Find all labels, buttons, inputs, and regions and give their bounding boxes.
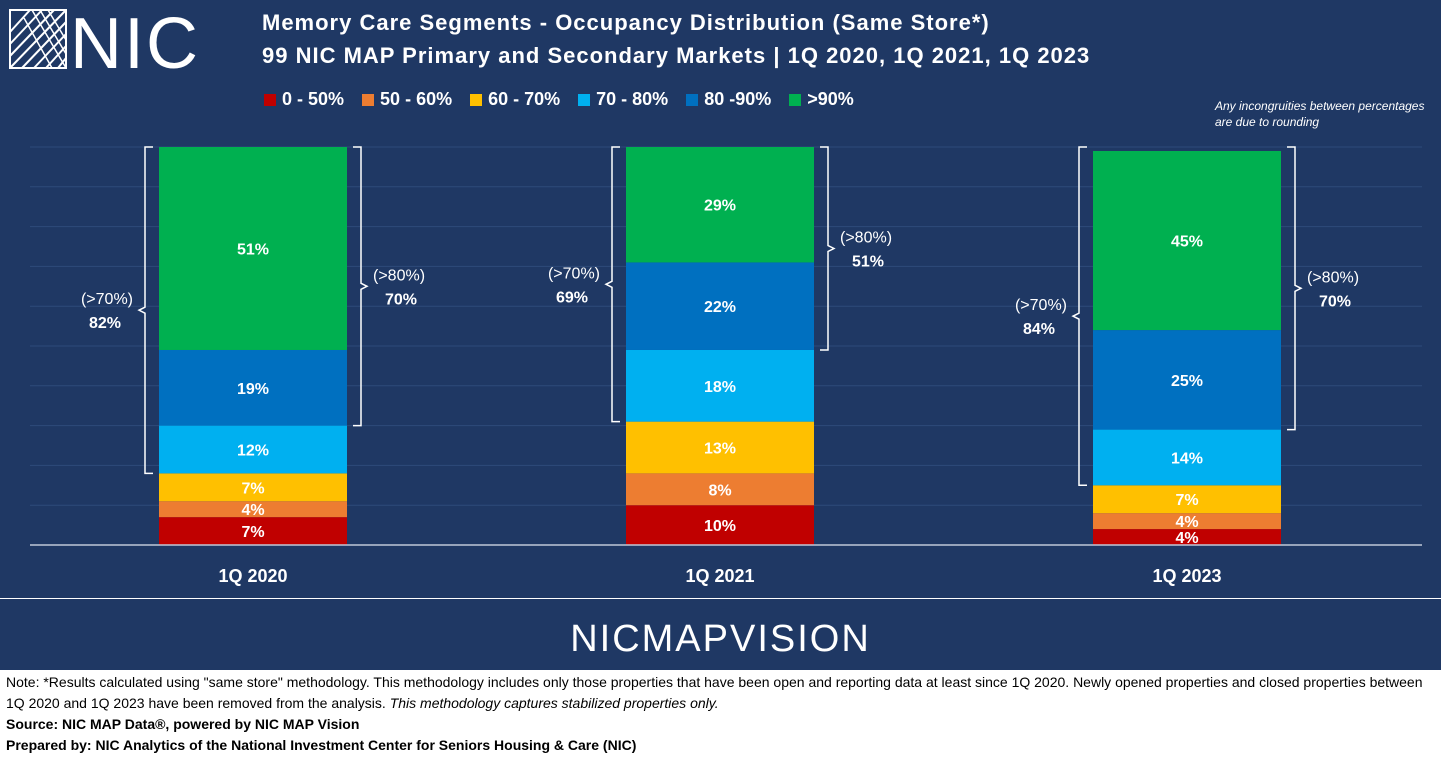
data-label: 19%: [237, 381, 269, 398]
legend-item: 50 - 60%: [362, 89, 452, 110]
legend-swatch: [264, 93, 276, 106]
data-label: 18%: [704, 379, 736, 396]
x-tick-label: 1Q 2020: [218, 566, 287, 586]
x-tick-label: 1Q 2023: [1152, 566, 1221, 586]
data-label: 25%: [1171, 373, 1203, 390]
legend-label: 80 -90%: [704, 89, 772, 109]
legend-item: 70 - 80%: [578, 89, 668, 110]
bracket-label: (>70%): [1015, 297, 1067, 314]
nic-map-vision-logo: NICMAPVISION: [570, 618, 871, 660]
chart-subtitle: 99 NIC MAP Primary and Secondary Markets…: [262, 43, 1091, 68]
bracket-value: 84%: [1023, 321, 1055, 338]
bar-segment: [1093, 513, 1281, 530]
bar-segment: [626, 262, 814, 350]
data-label: 4%: [241, 502, 264, 519]
data-label: 4%: [1175, 514, 1198, 531]
legend-item: 0 - 50%: [264, 89, 344, 110]
bar-segment: [159, 473, 347, 502]
note-italic-text: This methodology captures stabilized pro…: [389, 695, 719, 711]
legend-label: 70 - 80%: [596, 89, 669, 109]
range-bracket: [353, 146, 369, 427]
legend-swatch: [470, 93, 483, 106]
legend-swatch: [578, 93, 591, 106]
bar-segment: [626, 421, 814, 474]
chart-panel: NIC Memory Care Segments - Occupancy Dis…: [0, 0, 1441, 670]
data-label: 4%: [1175, 530, 1198, 547]
data-label: 51%: [237, 241, 269, 258]
bracket-label: (>80%): [840, 229, 892, 246]
nic-logo-text: NIC: [70, 8, 200, 72]
bracket-label: (>70%): [548, 265, 600, 282]
data-label: 13%: [704, 440, 736, 457]
bracket-value: 70%: [385, 291, 417, 308]
data-label: 45%: [1171, 234, 1203, 251]
data-label: 10%: [704, 518, 736, 535]
legend-swatch: [686, 93, 699, 106]
bar-segment: [626, 473, 814, 506]
methodology-note: Note: *Results calculated using "same st…: [6, 672, 1426, 714]
data-label: 22%: [704, 299, 736, 316]
bar-segment: [159, 147, 347, 350]
bar-segment: [1093, 529, 1281, 545]
bar-segment: [1093, 150, 1281, 331]
legend-item: >90%: [789, 89, 854, 110]
data-label: 7%: [241, 524, 264, 541]
legend-label: 50 - 60%: [380, 89, 453, 109]
legend-label: 0 - 50%: [282, 89, 345, 109]
bar-segment: [1093, 485, 1281, 514]
x-tick-label: 1Q 2021: [685, 566, 754, 586]
range-bracket: [1287, 146, 1303, 431]
range-bracket: [1071, 146, 1087, 487]
bar-segment: [626, 505, 814, 545]
bar-segment: [159, 517, 347, 545]
nic-logo: NIC: [9, 8, 200, 72]
data-label: 14%: [1171, 450, 1203, 467]
bar-segment: [626, 349, 814, 422]
bar-segment: [626, 147, 814, 263]
prepared-by-line: Prepared by: NIC Analytics of the Nation…: [6, 737, 637, 753]
data-label: 8%: [708, 482, 731, 499]
legend-label: 60 - 70%: [488, 89, 561, 109]
bar-segment: [159, 425, 347, 474]
range-bracket: [137, 146, 153, 475]
bracket-value: 69%: [556, 289, 588, 306]
data-label: 29%: [704, 198, 736, 215]
bar-segment: [1093, 330, 1281, 430]
stacked-bar-chart: 7% 4% 7% 12% 19% 51% 1Q 2020 10% 8% 13% 18% 22% 29% 1…: [30, 146, 1422, 586]
bracket-label: (>70%): [81, 291, 133, 308]
range-bracket: [604, 146, 620, 423]
legend-item: 80 -90%: [686, 89, 771, 110]
legend-swatch: [362, 93, 375, 106]
chart-title: Memory Care Segments - Occupancy Distrib…: [262, 10, 990, 35]
legend-item: 60 - 70%: [470, 89, 560, 110]
bracket-label: (>80%): [1307, 269, 1359, 286]
note-text: Note: *Results calculated using "same st…: [6, 674, 1423, 711]
bracket-value: 70%: [1319, 293, 1351, 310]
footer: Note: *Results calculated using "same st…: [6, 672, 1426, 756]
data-label: 7%: [1175, 492, 1198, 509]
divider: [0, 598, 1441, 599]
legend-label: >90%: [807, 89, 854, 109]
data-label: 12%: [237, 442, 269, 459]
bar-segment: [159, 501, 347, 518]
bracket-value: 51%: [852, 253, 884, 270]
bar-segment: [159, 349, 347, 426]
range-bracket: [820, 146, 836, 351]
bracket-value: 82%: [89, 315, 121, 332]
bracket-label: (>80%): [373, 267, 425, 284]
source-line: Source: NIC MAP Data®, powered by NIC MA…: [6, 716, 360, 732]
data-label: 7%: [241, 480, 264, 497]
nic-grid-logo-icon: [9, 9, 67, 69]
rounding-note: Any incongruities between percentages ar…: [1215, 99, 1425, 129]
bar-segment: [1093, 429, 1281, 486]
legend: 0 - 50% 50 - 60% 60 - 70% 70 - 80% 80 -9…: [264, 89, 854, 110]
legend-swatch: [789, 93, 802, 106]
